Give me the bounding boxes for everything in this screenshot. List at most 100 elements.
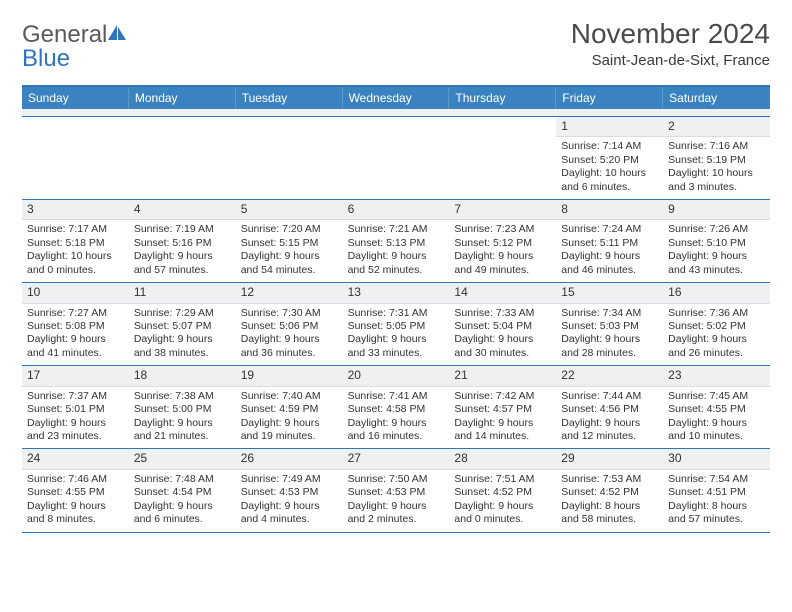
day-info-line: Sunset: 5:04 PM — [454, 320, 551, 333]
day-info-line: and 10 minutes. — [668, 430, 765, 443]
day-info-line: Daylight: 10 hours — [561, 167, 658, 180]
day-number: 15 — [556, 283, 663, 303]
day-info-line: Sunrise: 7:51 AM — [454, 473, 551, 486]
day-info-line: Sunset: 4:56 PM — [561, 403, 658, 416]
day-info-line: Sunset: 5:11 PM — [561, 237, 658, 250]
week-row: 17Sunrise: 7:37 AMSunset: 5:01 PMDayligh… — [22, 366, 770, 449]
day-info-line: Sunrise: 7:24 AM — [561, 223, 658, 236]
day-info-line: Sunrise: 7:48 AM — [134, 473, 231, 486]
day-info-line: and 6 minutes. — [561, 181, 658, 194]
day-info-line: Sunrise: 7:20 AM — [241, 223, 338, 236]
day-info-line: and 30 minutes. — [454, 347, 551, 360]
day-info-line: Sunrise: 7:33 AM — [454, 307, 551, 320]
day-info-line: and 57 minutes. — [134, 264, 231, 277]
day-cell: 4Sunrise: 7:19 AMSunset: 5:16 PMDaylight… — [129, 200, 236, 282]
day-info-line: Sunset: 5:00 PM — [134, 403, 231, 416]
day-cell: 22Sunrise: 7:44 AMSunset: 4:56 PMDayligh… — [556, 366, 663, 448]
day-number: 6 — [343, 200, 450, 220]
day-cell — [22, 117, 129, 199]
day-info-line: Sunset: 4:51 PM — [668, 486, 765, 499]
logo-word2: Blue — [22, 45, 70, 72]
day-info-line: and 21 minutes. — [134, 430, 231, 443]
day-info-line: Daylight: 9 hours — [241, 500, 338, 513]
day-info-line: and 3 minutes. — [668, 181, 765, 194]
day-cell — [343, 117, 450, 199]
day-cell: 28Sunrise: 7:51 AMSunset: 4:52 PMDayligh… — [449, 449, 556, 531]
day-cell: 25Sunrise: 7:48 AMSunset: 4:54 PMDayligh… — [129, 449, 236, 531]
day-number: 2 — [663, 117, 770, 137]
day-cell: 8Sunrise: 7:24 AMSunset: 5:11 PMDaylight… — [556, 200, 663, 282]
day-info-line: Sunset: 5:10 PM — [668, 237, 765, 250]
day-info-line: and 23 minutes. — [27, 430, 124, 443]
day-number: 3 — [22, 200, 129, 220]
day-info-line: and 58 minutes. — [561, 513, 658, 526]
weekday-header: Sunday — [22, 87, 129, 109]
day-cell: 23Sunrise: 7:45 AMSunset: 4:55 PMDayligh… — [663, 366, 770, 448]
day-info-line: and 14 minutes. — [454, 430, 551, 443]
day-info-line: and 33 minutes. — [348, 347, 445, 360]
day-info-line: Sunset: 5:19 PM — [668, 154, 765, 167]
day-info-line: Daylight: 9 hours — [454, 333, 551, 346]
day-info-line: Daylight: 9 hours — [241, 250, 338, 263]
day-cell: 21Sunrise: 7:42 AMSunset: 4:57 PMDayligh… — [449, 366, 556, 448]
weekday-header: Friday — [556, 87, 663, 109]
day-cell — [129, 117, 236, 199]
day-info-line: Sunrise: 7:53 AM — [561, 473, 658, 486]
day-info-line: Sunset: 5:20 PM — [561, 154, 658, 167]
day-cell: 12Sunrise: 7:30 AMSunset: 5:06 PMDayligh… — [236, 283, 343, 365]
week-row: 1Sunrise: 7:14 AMSunset: 5:20 PMDaylight… — [22, 117, 770, 200]
weeks-container: 1Sunrise: 7:14 AMSunset: 5:20 PMDaylight… — [22, 117, 770, 533]
day-number: 20 — [343, 366, 450, 386]
day-cell: 14 Sunrise: 7:33 AMSunset: 5:04 PMDayligh… — [449, 283, 556, 365]
day-info-line: Sunrise: 7:19 AM — [134, 223, 231, 236]
day-number: 5 — [236, 200, 343, 220]
day-number: 16 — [663, 283, 770, 303]
day-number: 21 — [449, 366, 556, 386]
day-info-line: Daylight: 10 hours — [668, 167, 765, 180]
day-number: 13 — [343, 283, 450, 303]
day-number: 18 — [129, 366, 236, 386]
day-cell: 1Sunrise: 7:14 AMSunset: 5:20 PMDaylight… — [556, 117, 663, 199]
day-info-line: Daylight: 9 hours — [561, 250, 658, 263]
day-info-line: Daylight: 9 hours — [668, 250, 765, 263]
day-info-line: Sunrise: 7:21 AM — [348, 223, 445, 236]
day-info-line: and 54 minutes. — [241, 264, 338, 277]
day-cell: 7Sunrise: 7:23 AMSunset: 5:12 PMDaylight… — [449, 200, 556, 282]
day-info-line: Sunrise: 7:31 AM — [348, 307, 445, 320]
logo: General Blue — [22, 18, 127, 71]
day-info-line: Sunrise: 7:49 AM — [241, 473, 338, 486]
day-info-line: Daylight: 8 hours — [668, 500, 765, 513]
day-info-line: Daylight: 9 hours — [348, 500, 445, 513]
weekday-header: Monday — [129, 87, 236, 109]
weekday-header: Thursday — [449, 87, 556, 109]
day-cell: 3Sunrise: 7:17 AMSunset: 5:18 PMDaylight… — [22, 200, 129, 282]
day-info-line: Sunset: 5:07 PM — [134, 320, 231, 333]
day-info-line: and 52 minutes. — [348, 264, 445, 277]
day-cell: 5Sunrise: 7:20 AMSunset: 5:15 PMDaylight… — [236, 200, 343, 282]
day-info-line: Sunset: 4:54 PM — [134, 486, 231, 499]
day-number: 14 — [449, 283, 556, 303]
day-info-line: and 41 minutes. — [27, 347, 124, 360]
day-number: 30 — [663, 449, 770, 469]
day-info-line: Sunset: 4:55 PM — [668, 403, 765, 416]
day-info-line: Daylight: 9 hours — [348, 333, 445, 346]
day-info-line: Sunset: 4:53 PM — [241, 486, 338, 499]
day-info-line: Sunrise: 7:50 AM — [348, 473, 445, 486]
day-info-line: Sunset: 4:57 PM — [454, 403, 551, 416]
day-cell: 29Sunrise: 7:53 AMSunset: 4:52 PMDayligh… — [556, 449, 663, 531]
day-info-line: Sunrise: 7:45 AM — [668, 390, 765, 403]
day-info-line: and 57 minutes. — [668, 513, 765, 526]
logo-word1: General — [22, 21, 107, 48]
page-subtitle: Saint-Jean-de-Sixt, France — [571, 52, 770, 69]
week-row: 24Sunrise: 7:46 AMSunset: 4:55 PMDayligh… — [22, 449, 770, 532]
header: General Blue November 2024 Saint-Jean-de… — [22, 18, 770, 71]
day-info-line: and 38 minutes. — [134, 347, 231, 360]
day-info-line: Sunrise: 7:38 AM — [134, 390, 231, 403]
day-info-line: Sunrise: 7:36 AM — [668, 307, 765, 320]
weekday-header: Tuesday — [236, 87, 343, 109]
day-info-line: and 12 minutes. — [561, 430, 658, 443]
day-info-line: Sunrise: 7:27 AM — [27, 307, 124, 320]
day-info-line: Daylight: 8 hours — [561, 500, 658, 513]
day-info-line: Sunset: 5:16 PM — [134, 237, 231, 250]
day-number: 27 — [343, 449, 450, 469]
